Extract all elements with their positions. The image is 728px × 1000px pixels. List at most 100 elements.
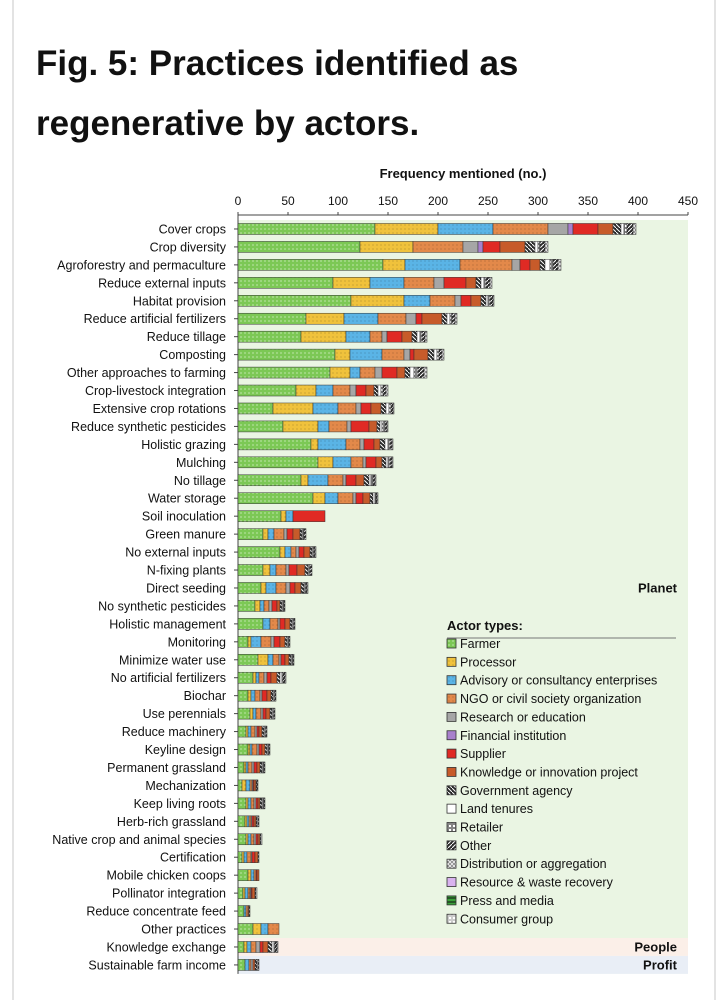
bar-crop-diversity-distribution-or-aggregation	[544, 241, 549, 253]
bar-extensive-crop-rotations-farmer	[237, 402, 274, 415]
bar-holistic-management-government-agency	[289, 618, 293, 630]
legend-label-resource-waste-recovery: Resource & waste recovery	[460, 876, 614, 890]
category-label-direct-seeding: Direct seeding	[146, 581, 226, 595]
bar-monitoring-supplier	[273, 636, 281, 648]
bar-n-fixing-plants-government-agency	[304, 564, 309, 576]
bar-n-fixing-plants-ngo-or-civil-society-organization	[275, 564, 287, 576]
category-label-crop-diversity: Crop diversity	[150, 240, 227, 254]
bar-crop-livestock-integration-advisory-or-consultancy-enterprises	[315, 384, 334, 397]
bar-pollinator-integration-land-tenures	[255, 887, 258, 899]
bar-keyline-design-other	[268, 743, 271, 756]
bar-pollinator-integration-ngo-or-civil-society-organization	[247, 887, 251, 899]
x-tick-label-150: 150	[378, 194, 398, 208]
bar-reduce-external-inputs-advisory-or-consultancy-enterprises	[369, 277, 405, 289]
bar-extensive-crop-rotations-processor	[272, 402, 314, 415]
bar-reduce-concentrate-feed-advisory-or-consultancy-enterprises	[243, 905, 247, 917]
bar-green-manure-knowledge-or-innovation-project	[292, 528, 301, 540]
bar-other-approaches-to-farming-processor	[329, 366, 351, 379]
bar-reduce-machinery-knowledge-or-innovation-project	[258, 725, 263, 738]
legend-swatch-farmer	[446, 638, 457, 649]
bar-keyline-design-knowledge-or-innovation-project	[261, 743, 266, 756]
bar-water-storage-advisory-or-consultancy-enterprises	[324, 492, 339, 504]
bar-minimize-water-use-other	[292, 654, 295, 666]
category-label-use-perennials: Use perennials	[143, 707, 226, 721]
bar-other-approaches-to-farming-land-tenures	[409, 366, 415, 379]
bar-sustainable-farm-income-government-agency	[254, 959, 258, 971]
bar-reduce-external-inputs-distribution-or-aggregation	[489, 277, 493, 289]
bar-reduce-artificial-fertilizers-advisory-or-consultancy-enterprises	[343, 312, 379, 325]
bar-agroforestry-and-permaculture-farmer	[237, 259, 384, 271]
bar-other-practices-advisory-or-consultancy-enterprises	[260, 923, 269, 935]
category-label-no-tillage: No tillage	[174, 474, 226, 488]
bar-extensive-crop-rotations-distribution-or-aggregation	[392, 402, 395, 415]
x-tick-label-0: 0	[235, 194, 242, 208]
bar-use-perennials-processor	[249, 707, 254, 720]
bar-green-manure-research-or-education	[283, 528, 288, 540]
bar-use-perennials-farmer	[237, 707, 251, 720]
bar-extensive-crop-rotations-supplier	[360, 402, 372, 415]
bar-crop-diversity-government-agency	[524, 241, 536, 253]
bar-no-synthetic-pesticides-other	[283, 600, 286, 612]
bar-other-practices-farmer	[237, 923, 254, 935]
bar-biochar-farmer	[237, 689, 249, 702]
bar-no-tillage-supplier	[345, 474, 357, 487]
bar-permanent-grassland-farmer	[237, 761, 245, 774]
bar-keyline-design-research-or-education	[256, 743, 260, 756]
bar-mulching-knowledge-or-innovation-project	[375, 456, 383, 469]
bar-reduce-machinery-ngo-or-civil-society-organization	[250, 725, 256, 738]
bar-keep-living-roots-research-or-education	[253, 797, 257, 810]
bar-composting-research-or-education	[403, 348, 411, 361]
bar-no-synthetic-pesticides-knowledge-or-innovation-project	[276, 600, 281, 612]
bar-direct-seeding-processor	[260, 582, 267, 594]
bar-no-external-inputs-ngo-or-civil-society-organization	[290, 546, 297, 558]
bar-n-fixing-plants-supplier	[288, 564, 298, 576]
bar-green-manure-advisory-or-consultancy-enterprises	[267, 528, 275, 540]
bar-monitoring-knowledge-or-innovation-project	[279, 636, 286, 648]
category-label-n-fixing-plants: N-fixing plants	[147, 564, 226, 578]
bar-sustainable-farm-income-knowledge-or-innovation-project	[252, 959, 256, 971]
bar-keep-living-roots-advisory-or-consultancy-enterprises	[247, 797, 252, 810]
category-label-habitat-provision: Habitat provision	[133, 294, 226, 308]
bar-direct-seeding-research-or-education	[285, 582, 291, 594]
bar-knowledge-exchange-ngo-or-civil-society-organization	[250, 941, 257, 953]
legend-swatch-processor	[446, 656, 457, 667]
bar-habitat-provision-farmer	[237, 295, 352, 307]
bar-herb-rich-grassland-advisory-or-consultancy-enterprises	[246, 815, 250, 828]
bar-crop-livestock-integration-retailer	[380, 384, 384, 397]
bar-reduce-tillage-processor	[300, 330, 347, 343]
bar-certification-ngo-or-civil-society-organization	[246, 851, 252, 863]
bar-reduce-concentrate-feed-farmer	[237, 905, 245, 917]
bar-holistic-grazing-supplier	[363, 438, 375, 451]
bar-biochar-advisory-or-consultancy-enterprises	[250, 689, 256, 702]
bar-mechanization-ngo-or-civil-society-organization	[249, 779, 253, 792]
bar-reduce-external-inputs-knowledge-or-innovation-project	[465, 277, 477, 289]
category-label-monitoring: Monitoring	[168, 635, 226, 649]
legend-swatch-consumer-group	[446, 913, 457, 924]
bar-mulching-advisory-or-consultancy-enterprises	[332, 456, 352, 469]
bar-reduce-external-inputs-supplier	[443, 277, 467, 289]
bar-reduce-concentrate-feed-ngo-or-civil-society-organization	[245, 905, 249, 917]
bar-knowledge-exchange-advisory-or-consultancy-enterprises	[246, 941, 252, 953]
bar-crop-livestock-integration-distribution-or-aggregation	[385, 384, 389, 397]
bar-crop-diversity-other	[539, 241, 546, 253]
bar-crop-diversity-knowledge-or-innovation-project	[499, 241, 526, 253]
bar-knowledge-exchange-processor	[243, 941, 248, 953]
bar-mobile-chicken-coops-processor	[247, 869, 252, 881]
legend-label-retailer: Retailer	[460, 821, 503, 835]
bar-use-perennials-research-or-education	[260, 707, 264, 720]
bar-reduce-synthetic-pesticides-retailer	[381, 420, 386, 433]
bar-habitat-provision-advisory-or-consultancy-enterprises	[403, 295, 431, 307]
bar-use-perennials-advisory-or-consultancy-enterprises	[252, 707, 257, 720]
bar-no-artificial-fertilizers-other	[282, 671, 286, 684]
bar-crop-livestock-integration-supplier	[355, 384, 367, 397]
legend-label-government-agency: Government agency	[460, 784, 573, 798]
bar-no-tillage-government-agency	[363, 474, 370, 487]
bar-certification-advisory-or-consultancy-enterprises	[243, 851, 248, 863]
bar-n-fixing-plants-processor	[262, 564, 271, 576]
bar-biochar-supplier	[261, 689, 268, 702]
bar-habitat-provision-government-agency	[480, 295, 487, 307]
x-tick-label-450: 450	[678, 194, 698, 208]
bar-holistic-grazing-government-agency	[379, 438, 386, 451]
legend-swatch-retailer	[446, 822, 457, 832]
bar-composting-supplier	[409, 348, 415, 361]
